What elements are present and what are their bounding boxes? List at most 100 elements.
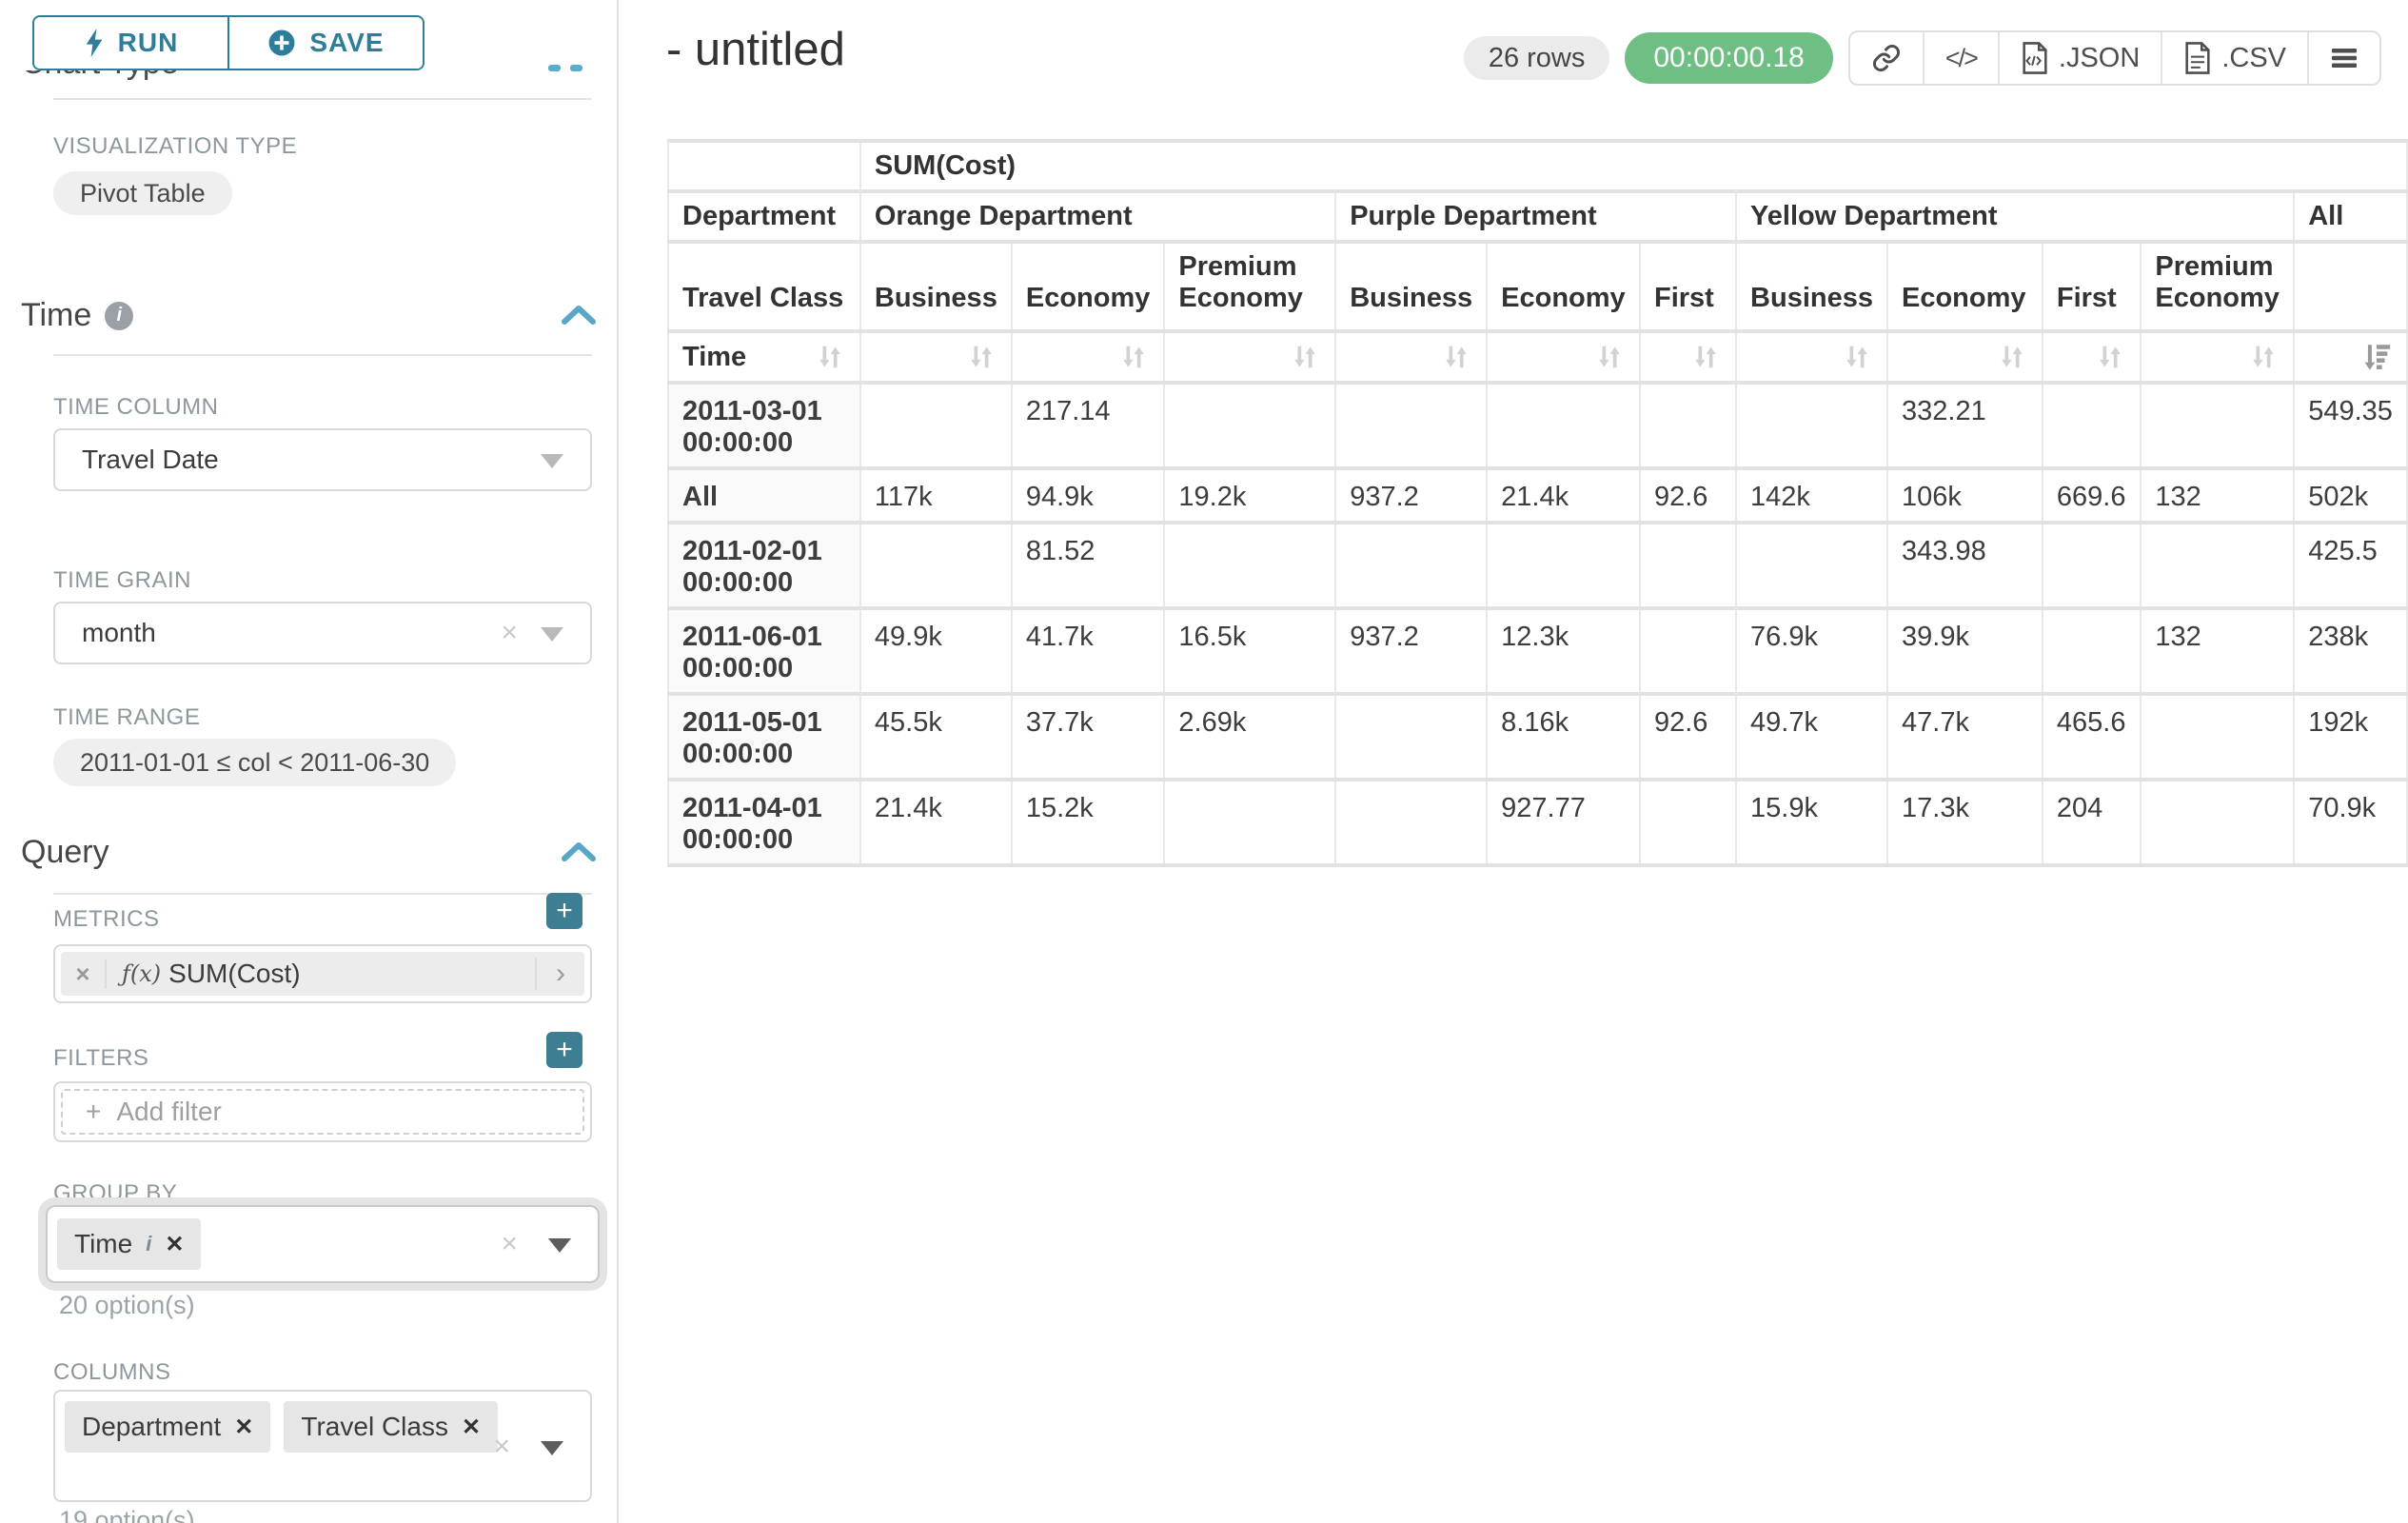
chevron-down-icon	[541, 1441, 563, 1455]
chart-panel: - untitled 26 rows 00:00:00.18 </> .JSON…	[621, 0, 2408, 1523]
value-cell: 937.2	[1334, 466, 1489, 524]
scroll-indicator-dash	[548, 65, 561, 71]
sortable-column-header[interactable]	[859, 329, 1013, 385]
value-cell: 937.2	[1334, 606, 1489, 696]
table-row: 2011-06-01 00:00:00 49.9k 41.7k 16.5k 937.2 1…	[667, 606, 2408, 696]
value-cell: 41.7k	[1010, 606, 1166, 696]
value-cell: 70.9k	[2293, 778, 2408, 867]
value-cell: 142k	[1735, 466, 1888, 524]
sortable-column-header[interactable]	[1010, 329, 1166, 385]
chart-menu-button[interactable]	[2307, 32, 2379, 84]
sort-icon	[1294, 346, 1315, 368]
value-cell	[1334, 521, 1489, 610]
sort-icon	[1446, 346, 1467, 368]
group-by-options-hint: 20 option(s)	[59, 1291, 195, 1319]
time-sort-header[interactable]: Time	[667, 329, 861, 385]
value-cell	[1638, 521, 1738, 610]
sortable-column-header[interactable]	[1163, 329, 1337, 385]
column-header: Economy	[1886, 240, 2043, 333]
sorted-column-header[interactable]	[2293, 329, 2408, 385]
clear-icon[interactable]: ×	[493, 1431, 510, 1462]
value-cell	[2041, 606, 2142, 696]
time-range-pill[interactable]: 2011-01-01 ≤ col < 2011-06-30	[53, 739, 457, 786]
column-header: First	[1638, 240, 1738, 333]
value-cell: 332.21	[1886, 381, 2043, 470]
filters-label: FILTERS	[53, 1045, 149, 1071]
clear-icon[interactable]: ×	[501, 1228, 518, 1259]
column-group-header: Purple Department	[1334, 189, 1738, 244]
selected-value-tag[interactable]: Time i ✕	[57, 1218, 202, 1270]
sortable-column-header[interactable]	[1334, 329, 1489, 385]
sortable-column-header[interactable]	[1638, 329, 1738, 385]
group-by-select[interactable]: Time i ✕ ×	[46, 1205, 600, 1283]
column-header	[2293, 240, 2408, 333]
time-column-value: Travel Date	[82, 445, 219, 474]
table-row: 2011-03-01 00:00:00 217.14 332.21 549.35	[667, 381, 2408, 470]
value-cell: 39.9k	[1886, 606, 2043, 696]
time-grain-select[interactable]: month ×	[53, 602, 592, 664]
time-section-header[interactable]: Time i	[21, 297, 134, 334]
group-by-label: GROUP BY	[53, 1180, 178, 1206]
time-column-select[interactable]: Travel Date	[53, 428, 592, 491]
columns-options-hint: 19 option(s)	[59, 1506, 195, 1523]
collapse-chevron-icon[interactable]	[560, 840, 598, 864]
value-cell: 92.6	[1638, 466, 1738, 524]
save-button[interactable]: SAVE	[227, 17, 423, 69]
lightning-icon	[86, 29, 102, 57]
sort-icon	[1695, 346, 1716, 368]
value-cell	[1334, 692, 1489, 781]
metric-pill[interactable]: × ƒ(x) SUM(Cost) ›	[61, 952, 584, 996]
sortable-column-header[interactable]	[1886, 329, 2043, 385]
value-cell: 132	[2140, 606, 2296, 696]
sortable-column-header[interactable]	[1486, 329, 1641, 385]
remove-metric-icon[interactable]: ×	[61, 959, 107, 989]
json-file-icon	[2023, 42, 2047, 74]
add-filter-button[interactable]: + Add filter	[61, 1089, 584, 1135]
value-cell	[2041, 521, 2142, 610]
columns-select[interactable]: Department ✕ Travel Class ✕ ×	[53, 1390, 592, 1502]
query-section-header[interactable]: Query	[21, 834, 109, 871]
collapse-chevron-icon[interactable]	[560, 303, 598, 327]
selected-value-tag[interactable]: Travel Class ✕	[284, 1401, 499, 1453]
value-cell: 8.16k	[1486, 692, 1641, 781]
visualization-type-pill[interactable]: Pivot Table	[53, 171, 232, 215]
travel-class-header-row: Travel Class Business Economy Premium Econo…	[667, 240, 2408, 333]
sortable-column-header[interactable]	[1735, 329, 1888, 385]
export-json-label: .JSON	[2058, 42, 2141, 73]
expand-metric-icon[interactable]: ›	[535, 958, 584, 990]
export-json-button[interactable]: .JSON	[1997, 32, 2161, 84]
sort-icon	[2100, 346, 2122, 368]
sortable-column-header[interactable]	[2140, 329, 2296, 385]
table-row: 2011-04-01 00:00:00 21.4k 15.2k 927.77 15.9k…	[667, 778, 2408, 867]
add-filter-plus-button[interactable]: +	[546, 1032, 582, 1068]
value-cell: 16.5k	[1163, 606, 1337, 696]
clear-icon[interactable]: ×	[501, 617, 518, 648]
row-dimension-label: Department	[667, 189, 861, 244]
column-header: First	[2041, 240, 2142, 333]
add-metric-button[interactable]: +	[546, 893, 582, 929]
sortable-column-header[interactable]	[2041, 329, 2142, 385]
chevron-down-icon	[541, 627, 563, 642]
value-cell: 81.52	[1010, 521, 1166, 610]
remove-tag-icon[interactable]: ✕	[234, 1414, 254, 1440]
add-filter-label: Add filter	[116, 1097, 222, 1126]
sort-icon	[819, 346, 840, 368]
sidebar-sticky-header: RUN SAVE	[0, 0, 615, 70]
run-button[interactable]: RUN	[34, 17, 227, 69]
value-cell	[2140, 778, 2296, 867]
value-cell: 49.7k	[1735, 692, 1888, 781]
info-icon: i	[146, 1232, 152, 1256]
value-cell: 204	[2041, 778, 2142, 867]
short-link-button[interactable]	[1849, 32, 1923, 84]
time-grain-label: TIME GRAIN	[53, 567, 192, 593]
chevron-down-icon	[541, 454, 563, 468]
value-cell	[2140, 381, 2296, 470]
value-cell: 21.4k	[859, 778, 1013, 867]
view-query-button[interactable]: </>	[1922, 32, 1998, 84]
remove-tag-icon[interactable]: ✕	[461, 1414, 482, 1440]
selected-value-tag[interactable]: Department ✕	[65, 1401, 271, 1453]
chart-title[interactable]: - untitled	[666, 24, 845, 75]
export-csv-button[interactable]: .CSV	[2161, 32, 2307, 84]
value-cell	[1334, 778, 1489, 867]
remove-tag-icon[interactable]: ✕	[165, 1231, 185, 1257]
